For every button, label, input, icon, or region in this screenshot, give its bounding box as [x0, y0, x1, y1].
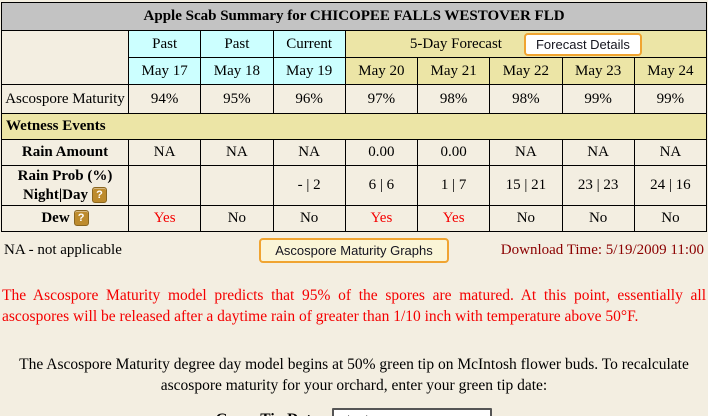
- dew-help-icon[interactable]: ?: [73, 210, 89, 226]
- ascospore-maturity-row: Ascospore Maturity 94% 95% 96% 97% 98% 9…: [1, 84, 708, 114]
- green-tip-date-input[interactable]: [332, 407, 493, 416]
- dates-row: May 17 May 18 May 19 May 20 May 21 May 2…: [2, 57, 708, 85]
- rain-amount-label: Rain Amount: [1, 139, 129, 166]
- period-forecast-cell: 5-Day Forecast Forecast Details: [344, 30, 708, 58]
- rain-prob-row: Rain Prob (%) Night|Day? - | 2 6 | 6 1 |…: [1, 165, 708, 206]
- rain-amount-value: NA: [200, 139, 274, 166]
- apple-scab-summary-table: Apple Scab Summary for CHICOPEE FALLS WE…: [0, 2, 708, 232]
- date-cell: May 19: [272, 57, 346, 85]
- dew-value: Yes: [416, 205, 491, 232]
- dew-label-cell: Dew?: [1, 205, 129, 232]
- rain-prob-help-icon[interactable]: ?: [91, 186, 107, 203]
- rain-prob-value: [127, 165, 202, 206]
- table-footer-bar: NA - not applicable Ascospore Maturity G…: [0, 232, 708, 264]
- date-cell: May 21: [416, 57, 491, 85]
- rain-prob-value: 23 | 23: [561, 165, 635, 206]
- rain-amount-value: NA: [272, 139, 346, 166]
- date-cell: May 22: [489, 57, 563, 85]
- rain-amount-value: NA: [127, 139, 202, 166]
- rain-amount-value: NA: [633, 139, 708, 166]
- ascospore-value: 97%: [344, 84, 419, 114]
- dew-value: No: [200, 205, 274, 232]
- dew-value: Yes: [344, 205, 419, 232]
- period-header-row: Past Past Current 5-Day Forecast Forecas…: [1, 30, 708, 85]
- rain-prob-label-line2: Night|Day?: [4, 186, 126, 205]
- green-tip-date-label: Green Tip Date:: [216, 411, 324, 416]
- wetness-events-section-row: Wetness Events: [0, 113, 708, 140]
- rain-prob-value: 6 | 6: [344, 165, 419, 206]
- dew-value: No: [561, 205, 635, 232]
- dew-value: Yes: [127, 205, 202, 232]
- download-time: Download Time: 5/19/2009 11:00: [500, 241, 704, 258]
- rain-amount-value: 0.00: [344, 139, 419, 166]
- date-cell: May 20: [344, 57, 419, 85]
- ascospore-value: 99%: [633, 84, 708, 114]
- green-tip-form-row: Green Tip Date:: [0, 407, 708, 416]
- page-title: Apple Scab Summary for CHICOPEE FALLS WE…: [0, 2, 708, 31]
- date-cell: May 18: [200, 57, 274, 85]
- ascospore-value: 98%: [416, 84, 491, 114]
- rain-prob-value: 15 | 21: [489, 165, 563, 206]
- date-cell: May 24: [633, 57, 708, 85]
- rain-amount-row: Rain Amount NA NA NA 0.00 0.00 NA NA NA: [1, 139, 708, 166]
- ascospore-value: 94%: [127, 84, 202, 114]
- model-prediction-note: The Ascospore Maturity model predicts th…: [2, 287, 706, 326]
- title-row: Apple Scab Summary for CHICOPEE FALLS WE…: [0, 2, 708, 31]
- ascospore-value: 96%: [272, 84, 346, 114]
- rain-prob-label: Rain Prob (%) Night|Day?: [1, 165, 129, 206]
- rain-prob-label-line1: Rain Prob (%): [17, 167, 113, 184]
- date-cell: May 17: [127, 57, 202, 85]
- green-tip-instructions: The Ascospore Maturity degree day model …: [19, 355, 689, 395]
- ascospore-maturity-label: Ascospore Maturity: [1, 84, 129, 114]
- ascospore-value: 95%: [200, 84, 274, 114]
- rain-prob-value: 24 | 16: [633, 165, 708, 206]
- date-cell: May 23: [561, 57, 635, 85]
- dew-row: Dew? Yes No No Yes Yes No No No: [1, 205, 708, 232]
- rain-prob-value: 1 | 7: [416, 165, 491, 206]
- ascospore-value: 99%: [561, 84, 635, 114]
- dew-value: No: [633, 205, 708, 232]
- forecast-header-label: 5-Day Forecast: [409, 35, 502, 52]
- ascospore-value: 98%: [489, 84, 563, 114]
- forecast-details-button[interactable]: Forecast Details: [523, 32, 642, 56]
- corner-blank-cell: [1, 30, 129, 85]
- ascospore-maturity-graphs-button[interactable]: Ascospore Maturity Graphs: [259, 237, 449, 263]
- period-past-2: Past: [200, 30, 274, 58]
- rain-prob-value: - | 2: [272, 165, 346, 206]
- period-past-1: Past: [127, 30, 202, 58]
- rain-amount-value: NA: [561, 139, 635, 166]
- rain-amount-value: NA: [489, 139, 563, 166]
- period-current: Current: [272, 30, 346, 58]
- rain-prob-value: [200, 165, 274, 206]
- wetness-events-header: Wetness Events: [0, 113, 708, 140]
- na-legend: NA - not applicable: [4, 241, 122, 258]
- dew-value: No: [489, 205, 563, 232]
- rain-amount-value: 0.00: [416, 139, 491, 166]
- dew-value: No: [272, 205, 346, 232]
